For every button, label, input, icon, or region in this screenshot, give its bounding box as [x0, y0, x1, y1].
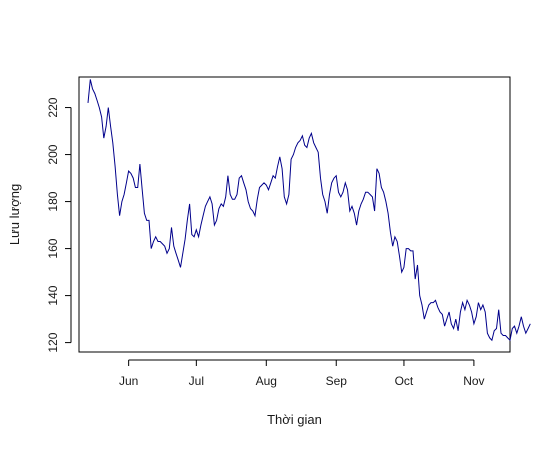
series-line [87, 79, 531, 342]
y-tick-label: 220 [46, 97, 60, 117]
x-tick-label: Jun [119, 374, 138, 388]
plot-frame [78, 76, 511, 353]
x-axis-label: Thời gian [267, 412, 322, 427]
y-tick-label: 200 [46, 144, 60, 164]
y-tick-label: 140 [46, 285, 60, 305]
x-tick-label: Nov [463, 374, 484, 388]
y-axis: 120 140 160 180 200 220 [46, 97, 72, 353]
y-tick-label: 120 [46, 332, 60, 352]
y-tick-label: 160 [46, 238, 60, 258]
x-tick-label: Aug [256, 374, 277, 388]
x-tick-label: Sep [326, 374, 348, 388]
x-axis: Jun Jul Aug Sep Oct Nov [119, 359, 485, 388]
x-tick-label: Oct [395, 374, 414, 388]
y-axis-label: Lưu lượng [7, 184, 22, 245]
y-tick-label: 180 [46, 191, 60, 211]
x-tick-label: Jul [189, 374, 204, 388]
